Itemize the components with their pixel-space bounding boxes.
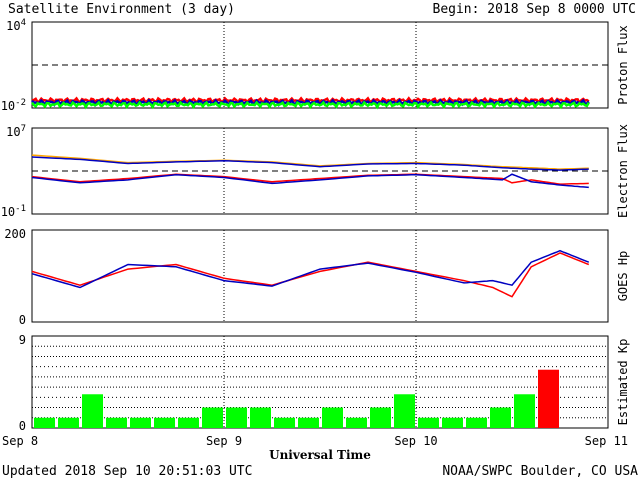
kp-bar (370, 407, 391, 428)
panel-3-series-blue-line (31, 249, 590, 289)
kp-bar (466, 417, 487, 428)
updated-timestamp: Updated 2018 Sep 10 20:51:03 UTC (2, 464, 252, 479)
kp-bar (202, 407, 223, 428)
kp-bar (346, 417, 367, 428)
kp-bar (298, 417, 319, 428)
panel-1-ylabel: Proton Flux (616, 25, 630, 104)
kp-bar (442, 417, 463, 428)
kp-bar (178, 417, 199, 428)
panel-2-ylabel: Electron Flux (616, 124, 630, 218)
panel-1-ytick-top: 104 (6, 18, 26, 33)
kp-bar (58, 417, 79, 428)
kp-bar (34, 417, 55, 428)
panel-4-ytick-top: 9 (19, 333, 26, 347)
kp-bar (274, 417, 295, 428)
chart-panels: 104 10-2 Proton Flux 107 10-1 Electron Flux 20… (1, 18, 630, 433)
x-axis-label: Universal Time (269, 448, 371, 462)
panel-3-ytick-bottom: 0 (19, 313, 26, 327)
kp-bar (226, 407, 247, 428)
kp-bar (130, 417, 151, 428)
panel-3-frame (31, 229, 609, 323)
panel-1-frame (31, 21, 609, 109)
kp-bar (322, 407, 343, 428)
credit-label: NOAA/SWPC Boulder, CO USA (442, 464, 638, 479)
panel-1-ytick-bottom: 10-2 (1, 98, 26, 113)
panel-4-ytick-bottom: 0 (19, 419, 26, 433)
x-tick-label: Sep 8 (2, 434, 38, 448)
x-tick-label: Sep 11 (585, 434, 628, 448)
x-tick-label: Sep 10 (394, 434, 437, 448)
panel-2-frame (31, 127, 609, 215)
panel-4-ylabel: Estimated Kp (616, 339, 630, 426)
begin-date: Begin: 2018 Sep 8 0000 UTC (433, 2, 637, 17)
panel-1-series-green-line (31, 100, 590, 110)
chart-title: Satellite Environment (3 day) (8, 2, 235, 17)
panel-1-series-blue-line (31, 98, 590, 108)
panel-4-frame (31, 335, 609, 429)
kp-bar (154, 417, 175, 428)
kp-bar (106, 417, 127, 428)
x-axis-ticks: Sep 8 Sep 9 Sep 10 Sep 11 (2, 434, 628, 448)
panel-2-ytick-top: 107 (6, 124, 26, 139)
x-tick-label: Sep 9 (206, 434, 242, 448)
panel-3-series-red-line (31, 252, 590, 298)
panel-2-series-blue-line (31, 156, 589, 171)
kp-bar (418, 417, 439, 428)
kp-bar (250, 407, 271, 428)
panel-3-ylabel: GOES Hp (616, 251, 630, 302)
kp-bar (490, 407, 511, 428)
kp-bar (538, 369, 559, 428)
panel-2-series-blue-line (31, 173, 589, 189)
kp-bar (82, 394, 103, 428)
panel-2-ytick-bottom: 10-1 (1, 204, 26, 219)
kp-bar (394, 394, 415, 428)
panel-3-ytick-top: 200 (4, 227, 26, 241)
kp-bar (514, 394, 535, 428)
